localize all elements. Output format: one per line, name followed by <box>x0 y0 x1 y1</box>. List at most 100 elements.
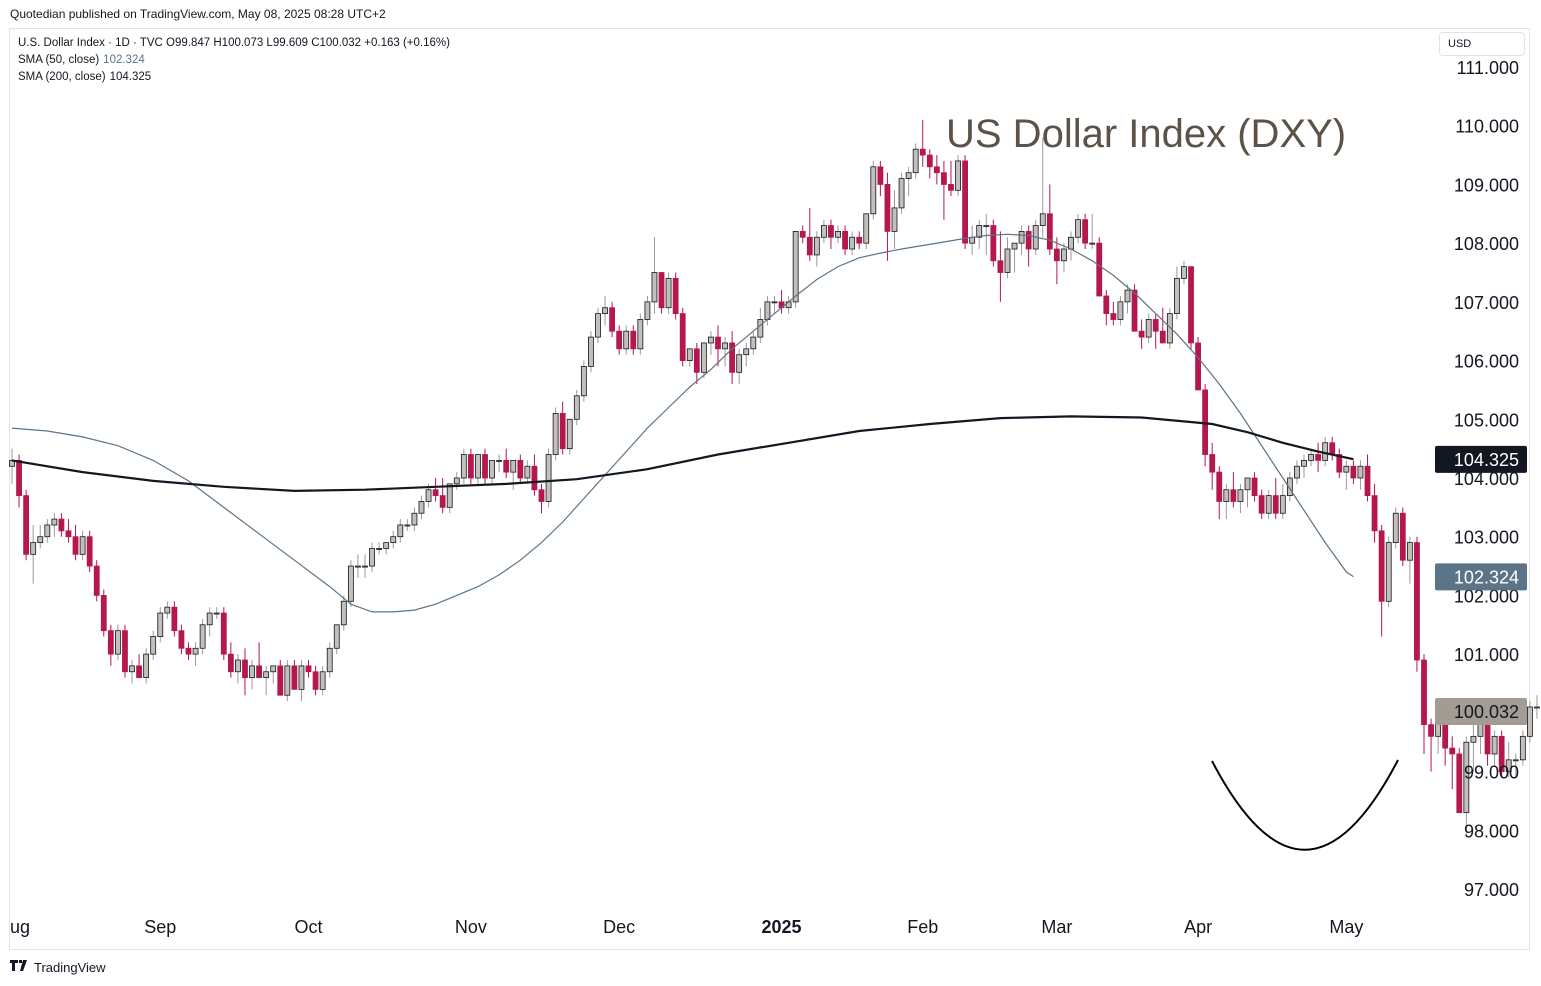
candle <box>693 342 700 385</box>
candle-body <box>806 236 813 256</box>
candle <box>905 166 912 197</box>
candle <box>1498 730 1505 778</box>
candle <box>298 660 305 702</box>
candle-body <box>538 489 545 502</box>
candle-body <box>1039 213 1046 226</box>
candle <box>107 624 114 666</box>
candle <box>842 225 848 255</box>
candle <box>743 342 750 367</box>
tradingview-logo[interactable]: TradingView <box>10 960 106 975</box>
candle-body <box>559 413 566 450</box>
candle <box>79 530 86 561</box>
candle-body <box>997 260 1004 273</box>
candle <box>277 660 284 696</box>
candle <box>475 454 481 484</box>
candle <box>369 542 375 572</box>
candle <box>1089 213 1096 250</box>
candle-body <box>206 612 213 626</box>
legend-sma50[interactable]: SMA (50, close) 102.324 <box>18 52 450 69</box>
rounding-bottom-arc <box>1211 759 1399 851</box>
legend-sma200[interactable]: SMA (200, close) 104.325 <box>18 69 450 86</box>
candle-body <box>623 330 630 350</box>
candle <box>531 454 538 496</box>
candle-body <box>891 207 898 232</box>
sma50-line <box>11 233 1354 613</box>
candle <box>157 607 164 643</box>
candle <box>821 219 827 244</box>
candle <box>1378 524 1385 637</box>
candle-body <box>93 565 100 596</box>
candle <box>933 155 940 185</box>
candle-body <box>1209 454 1216 473</box>
candle <box>1159 307 1166 344</box>
candle-body <box>1188 266 1194 344</box>
candle <box>891 190 898 250</box>
candle <box>1145 313 1152 343</box>
candle <box>686 348 693 367</box>
candle-body <box>1343 465 1350 473</box>
candle-body <box>143 653 150 679</box>
candle-body <box>736 354 743 373</box>
candle <box>143 648 150 684</box>
y-tick-label: 109.000 <box>1454 175 1519 195</box>
candle <box>1527 701 1533 743</box>
candle-body <box>1519 735 1526 761</box>
candle <box>1505 742 1512 778</box>
candle-body <box>249 665 255 679</box>
candle-body <box>1131 289 1138 332</box>
candle-body <box>849 236 856 250</box>
currency-button[interactable]: USD <box>1439 32 1525 56</box>
candle-body <box>1251 477 1258 497</box>
candle-body <box>1272 495 1279 514</box>
candle <box>898 172 905 214</box>
candle <box>376 542 383 555</box>
candle-body <box>588 336 594 367</box>
candle <box>122 624 128 678</box>
candle-body <box>122 630 128 673</box>
tradingview-logo-text: TradingView <box>34 960 106 975</box>
candle-body <box>941 172 947 185</box>
candle <box>1011 242 1018 273</box>
candle-body <box>1103 295 1110 315</box>
candle <box>983 213 990 255</box>
candle <box>700 342 707 379</box>
candle-body <box>813 236 820 256</box>
y-tick-label: 111.000 <box>1457 58 1519 78</box>
candle-body <box>573 395 580 420</box>
candle <box>206 607 213 637</box>
candle-body <box>503 459 510 473</box>
candle-body <box>1470 735 1477 743</box>
sma200-line <box>11 415 1354 493</box>
published-caption: Quotedian published on TradingView.com, … <box>10 7 386 21</box>
chart-pane[interactable] <box>9 28 1530 950</box>
candle <box>870 160 877 220</box>
candle-body <box>1237 489 1244 502</box>
candle-body <box>1046 213 1053 250</box>
candle-body <box>291 665 298 690</box>
candle <box>835 225 841 244</box>
candle-body <box>411 512 418 526</box>
candle-body <box>877 166 884 185</box>
candle <box>93 560 100 602</box>
candle <box>439 478 446 514</box>
candle <box>390 530 397 549</box>
candle <box>1322 436 1329 467</box>
y-tick-label: 101.000 <box>1454 645 1519 665</box>
candle <box>1329 436 1336 461</box>
candle-body <box>962 160 968 244</box>
candle <box>235 654 241 684</box>
candle <box>72 524 79 561</box>
candle-body <box>637 319 644 350</box>
candle <box>1166 307 1173 349</box>
candle-body <box>333 624 340 649</box>
x-tick-label: Apr <box>1184 917 1212 937</box>
candle-body <box>185 647 192 655</box>
candle <box>333 624 340 655</box>
candle <box>566 418 573 455</box>
candle-body <box>926 154 933 168</box>
candle <box>884 172 891 261</box>
candle-body <box>1159 330 1166 344</box>
candle-body <box>658 272 665 309</box>
candle-body <box>277 665 284 696</box>
